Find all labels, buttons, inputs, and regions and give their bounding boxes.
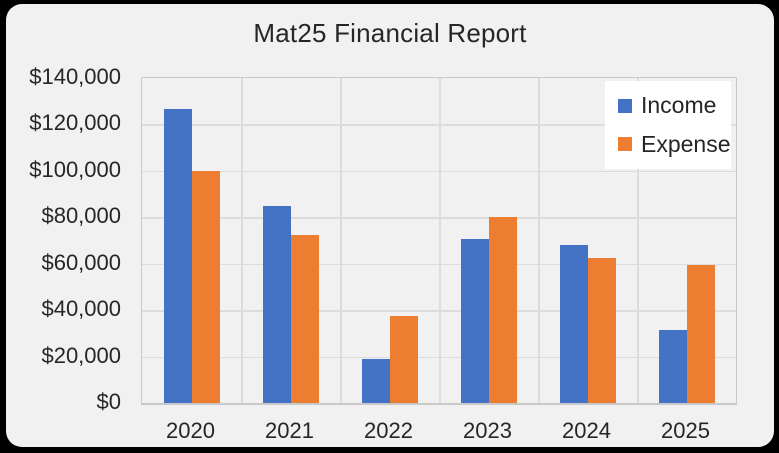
bar-expense-2024	[587, 257, 616, 403]
bar-income-2023	[460, 239, 489, 403]
chart-title: Mat25 Financial Report	[253, 18, 527, 48]
x-axis-label-2024: 2024	[562, 418, 611, 443]
y-axis-label-20000: $20,000	[41, 342, 121, 368]
x-axis-label-2021: 2021	[265, 418, 314, 443]
gridline-vertical	[241, 78, 243, 403]
bar-income-2024	[559, 245, 588, 403]
bar-expense-2022	[389, 315, 418, 403]
x-axis-label-2023: 2023	[463, 418, 512, 443]
bar-expense-2021	[290, 234, 319, 403]
bar-income-2025	[658, 329, 687, 403]
x-axis-label-2025: 2025	[661, 418, 710, 443]
y-axis-label-60000: $60,000	[41, 249, 121, 275]
y-axis-label-0: $0	[96, 389, 121, 414]
legend-item-expense: Expense	[618, 131, 731, 158]
x-axis-label-2020: 2020	[166, 418, 215, 443]
legend-label-expense: Expense	[641, 130, 731, 157]
bar-expense-2025	[686, 264, 715, 403]
y-axis-label-100000: $100,000	[29, 156, 121, 182]
legend-swatch-income-icon	[618, 98, 632, 113]
legend: Income Expense	[605, 81, 731, 169]
plot-area	[141, 77, 737, 405]
y-axis-label-80000: $80,000	[41, 203, 121, 229]
bar-income-2021	[262, 205, 291, 403]
bar-income-2022	[361, 358, 390, 403]
bar-income-2020	[163, 109, 192, 403]
y-axis-label-40000: $40,000	[41, 296, 121, 322]
gridline-vertical	[637, 78, 639, 403]
gridline-vertical	[340, 78, 342, 403]
gridline-vertical	[439, 78, 441, 403]
y-axis-labels: $0 $20,000 $40,000 $60,000 $80,000 $100,000 $1…	[6, 64, 121, 414]
legend-label-income: Income	[641, 92, 717, 119]
gridline-vertical	[538, 78, 540, 403]
legend-swatch-expense-icon	[618, 137, 632, 152]
chart-panel: Mat25 Financial Report $0 $20,000 $40,000 $…	[6, 4, 774, 447]
y-axis-label-120000: $120,000	[29, 110, 121, 136]
y-axis-label-140000: $140,000	[29, 64, 121, 89]
x-axis-label-2022: 2022	[364, 418, 413, 443]
bar-expense-2023	[488, 217, 517, 403]
x-axis-labels: 2020 2021 2022 2023 2024 2025	[141, 417, 735, 447]
legend-item-income: Income	[618, 92, 731, 119]
bar-expense-2020	[191, 170, 220, 403]
